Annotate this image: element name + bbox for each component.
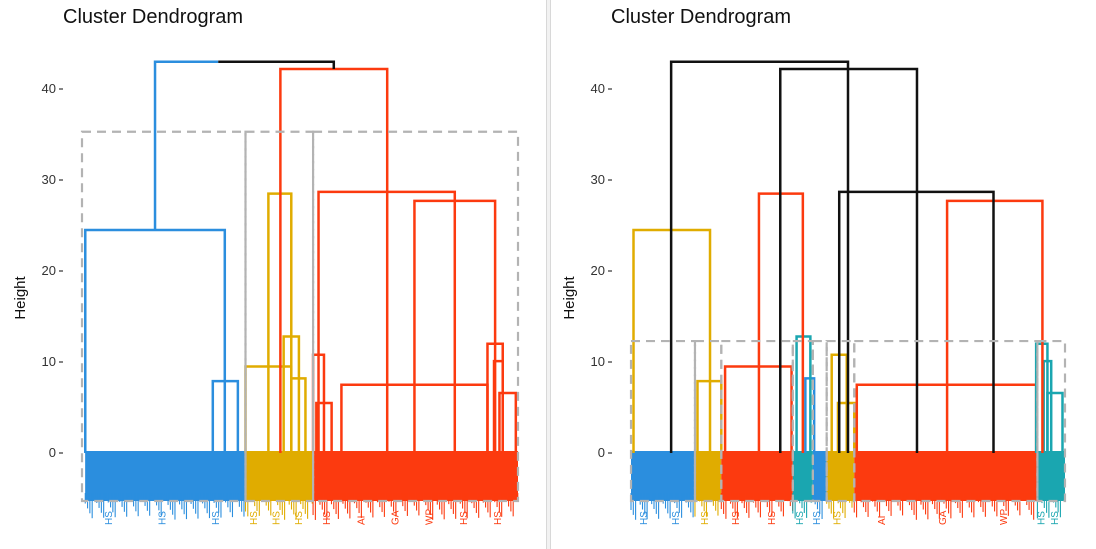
- leaf-label: HS: [211, 511, 222, 525]
- merge-link: [153, 60, 219, 231]
- leaf-block: [792, 451, 813, 501]
- merge-link: [279, 67, 389, 453]
- leaf-label: WP: [999, 509, 1010, 525]
- leaf-block: [1037, 451, 1065, 501]
- leaf-block: [245, 451, 314, 501]
- y-tick-label: 20: [42, 263, 56, 278]
- merge-link: [84, 228, 227, 453]
- merge-link: [669, 60, 850, 453]
- cut-box: [720, 339, 794, 503]
- leaf-block: [313, 451, 518, 501]
- leaf-label: GA: [390, 510, 401, 525]
- leaf-label: HS: [249, 511, 260, 525]
- leaf-label: AI: [877, 516, 888, 525]
- leaf-label: HS: [294, 511, 305, 525]
- left-dendrogram-panel: Cluster Dendrogram 0 10 20 30 40 Height HS HS HS…: [0, 0, 546, 549]
- leaf-label: HS: [767, 511, 778, 525]
- merge-link: [498, 391, 518, 453]
- leaf-label: WP: [425, 509, 436, 525]
- y-tick-label: 10: [591, 354, 605, 369]
- y-tick-label: 30: [42, 172, 56, 187]
- leaf-label: HS: [271, 511, 282, 525]
- leaf-block: [854, 451, 1038, 501]
- y-tick-label: 40: [42, 81, 56, 96]
- leaf-label: HS: [639, 511, 650, 525]
- y-tick-label: 0: [49, 445, 56, 460]
- leaf-label: HS: [671, 511, 682, 525]
- y-axis-title: Height: [12, 275, 29, 319]
- cut-box: [853, 339, 1039, 503]
- merge-link: [945, 199, 1044, 453]
- merge-link: [218, 60, 336, 69]
- chart-title-right: Cluster Dendrogram: [611, 6, 792, 28]
- leaf-label: HS: [812, 511, 823, 525]
- leaf-label: HS: [1036, 511, 1047, 525]
- dendrogram-chart-left: 0 10 20 30 40 Height HS HS HS HS HS HS HS AI GA WP HS HS: [12, 60, 520, 525]
- panel-divider: [546, 0, 551, 549]
- leaf-label: HS: [1050, 511, 1061, 525]
- y-axis-title: Height: [561, 275, 578, 319]
- right-dendrogram-panel: Cluster Dendrogram 0 10 20 30 40 Height HS HS HS…: [551, 0, 1096, 549]
- chart-title-left: Cluster Dendrogram: [63, 6, 244, 28]
- leaf-label: GA: [938, 510, 949, 525]
- leaf-label: HS: [322, 511, 333, 525]
- leaf-label: HS: [731, 511, 742, 525]
- leaf-block: [812, 451, 827, 501]
- leaf-label: HS: [832, 511, 843, 525]
- leaf-label: AI: [356, 516, 367, 525]
- y-tick-label: 10: [42, 354, 56, 369]
- leaf-block: [721, 451, 793, 501]
- merge-link: [1046, 391, 1064, 453]
- leaf-label: HS: [795, 511, 806, 525]
- leaf-block: [694, 451, 722, 501]
- leaf-label: HS: [459, 511, 470, 525]
- y-tick-label: 40: [591, 81, 605, 96]
- leaf-block: [631, 451, 695, 501]
- cut-box: [811, 339, 828, 503]
- cut-box: [1036, 339, 1067, 503]
- y-tick-label: 0: [598, 445, 605, 460]
- cut-box: [244, 130, 315, 503]
- cut-box: [311, 130, 520, 503]
- cut-box: [80, 130, 247, 503]
- leaf-block: [85, 451, 87, 501]
- leaf-block: [85, 451, 246, 501]
- leaf-label: HS: [493, 511, 504, 525]
- y-tick-label: 30: [591, 172, 605, 187]
- leaf-label: HS: [700, 511, 711, 525]
- leaf-block: [826, 451, 855, 501]
- y-tick-label: 20: [591, 263, 605, 278]
- leaf-label: HS: [157, 511, 168, 525]
- leaf-label: HS: [104, 511, 115, 525]
